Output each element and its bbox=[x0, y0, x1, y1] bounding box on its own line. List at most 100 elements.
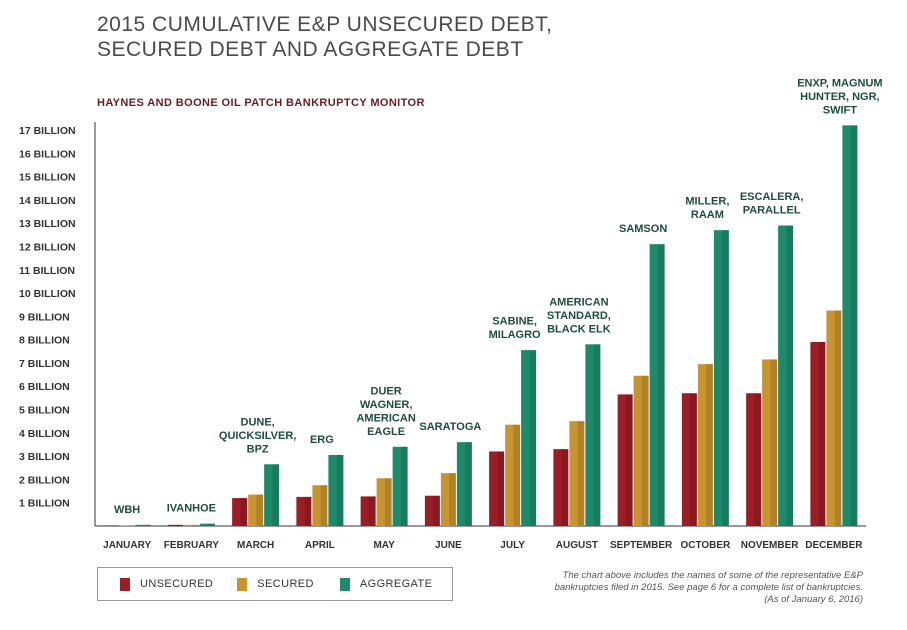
bar-secured bbox=[183, 524, 199, 526]
x-tick-label: NOVEMBER bbox=[741, 540, 800, 551]
chart-subtitle: HAYNES AND BOONE OIL PATCH BANKRUPTCY MO… bbox=[97, 97, 425, 109]
y-tick-label: 9 BILLION bbox=[19, 311, 70, 323]
bar-shade-unsecured bbox=[176, 524, 183, 526]
annotation-label: SWIFT bbox=[823, 104, 857, 116]
legend-item-unsecured: UNSECURED bbox=[120, 577, 214, 591]
annotation-label: BPZ bbox=[247, 443, 269, 455]
y-tick-label: 8 BILLION bbox=[19, 335, 70, 347]
bar-shade-aggregate bbox=[465, 442, 472, 526]
bar-aggregate bbox=[842, 125, 858, 526]
annotation-label: EAGLE bbox=[367, 426, 405, 438]
annotation-label: SARATOGA bbox=[419, 421, 481, 433]
footnote-line-1: The chart above includes the names of so… bbox=[562, 570, 863, 581]
footnote-line-2: bankruptcies filed in 2015. See page 6 f… bbox=[554, 582, 863, 593]
bar-shade-secured bbox=[127, 525, 135, 526]
y-tick-label: 3 BILLION bbox=[19, 451, 70, 463]
bar-unsecured bbox=[167, 524, 183, 526]
legend-label-unsecured: UNSECURED bbox=[140, 578, 214, 590]
annotation-label: WAGNER, bbox=[360, 399, 413, 411]
annotation-label: WBH bbox=[114, 504, 140, 516]
bar-shade-aggregate bbox=[657, 244, 665, 526]
bar-shade-secured bbox=[577, 421, 585, 526]
bar-shade-aggregate bbox=[850, 125, 858, 526]
y-tick-label: 11 BILLION bbox=[19, 265, 75, 277]
bar-aggregate bbox=[135, 524, 151, 526]
bar-aggregate bbox=[199, 523, 215, 526]
bar-aggregate bbox=[649, 244, 665, 526]
legend-swatch-secured bbox=[237, 577, 248, 591]
bar-shade-secured bbox=[256, 494, 264, 526]
chart-title-line-1: 2015 CUMULATIVE E&P UNSECURED DEBT, bbox=[97, 13, 553, 36]
bar-unsecured bbox=[232, 498, 248, 526]
footnote: The chart above includes the names of so… bbox=[503, 570, 863, 606]
bar-shade-secured bbox=[706, 364, 713, 526]
bar-secured bbox=[119, 525, 135, 526]
bar-secured bbox=[633, 375, 649, 526]
y-tick-label: 4 BILLION bbox=[19, 428, 70, 440]
bar-unsecured bbox=[296, 496, 312, 526]
bar-shade-secured bbox=[770, 359, 778, 526]
bar-aggregate bbox=[521, 350, 537, 526]
bar-shade-unsecured bbox=[754, 393, 762, 526]
y-tick-label: 1 BILLION bbox=[19, 498, 70, 510]
y-tick-label: 15 BILLION bbox=[19, 172, 76, 184]
bar-shade-unsecured bbox=[304, 496, 312, 526]
annotation-label: MILAGRO bbox=[489, 329, 541, 341]
annotation-label: ERG bbox=[310, 434, 334, 446]
bar-unsecured bbox=[553, 449, 569, 526]
y-tick-label: 12 BILLION bbox=[19, 241, 76, 253]
y-tick-label: 6 BILLION bbox=[19, 381, 70, 393]
bar-secured bbox=[697, 364, 713, 526]
bar-secured bbox=[762, 359, 778, 526]
y-tick-label: 17 BILLION bbox=[19, 125, 76, 137]
bar-aggregate bbox=[328, 454, 344, 526]
bar-shade-secured bbox=[834, 310, 842, 526]
bar-unsecured bbox=[617, 394, 633, 526]
annotation-label: MILLER, bbox=[685, 196, 729, 208]
annotation-label: ENXP, MAGNUM bbox=[797, 77, 882, 89]
bar-shade-unsecured bbox=[497, 451, 505, 526]
bar-secured bbox=[376, 478, 392, 526]
legend: UNSECURED SECURED AGGREGATE bbox=[97, 567, 453, 601]
bar-aggregate bbox=[392, 446, 408, 526]
bar-unsecured bbox=[681, 393, 697, 526]
bar-shade-secured bbox=[641, 375, 649, 526]
bar-shade-aggregate bbox=[529, 350, 537, 526]
annotation-label: DUER bbox=[371, 385, 402, 397]
bar-shade-unsecured bbox=[433, 495, 440, 526]
bar-shade-aggregate bbox=[786, 225, 794, 526]
bar-unsecured bbox=[360, 496, 376, 526]
bar-shade-aggregate bbox=[143, 524, 151, 526]
bar-secured bbox=[248, 494, 264, 526]
x-tick-label: JUNE bbox=[435, 540, 462, 551]
y-tick-label: 13 BILLION bbox=[19, 218, 76, 230]
bar-secured bbox=[505, 424, 521, 526]
x-tick-label: FEBRUARY bbox=[164, 540, 220, 551]
bar-shade-unsecured bbox=[240, 498, 248, 526]
x-tick-label: MARCH bbox=[237, 540, 274, 551]
annotation-label: BLACK ELK bbox=[547, 323, 611, 335]
bar-shade-aggregate bbox=[722, 230, 729, 526]
bar-aggregate bbox=[713, 230, 729, 526]
bar-shade-unsecured bbox=[625, 394, 633, 526]
annotation-label: HUNTER, NGR, bbox=[800, 91, 879, 103]
legend-item-secured: SECURED bbox=[237, 577, 314, 591]
legend-swatch-aggregate bbox=[339, 577, 350, 591]
legend-label-secured: SECURED bbox=[257, 578, 314, 590]
legend-label-aggregate: AGGREGATE bbox=[359, 578, 433, 590]
annotation-label: AMERICAN bbox=[356, 412, 415, 424]
bar-unsecured bbox=[103, 525, 119, 526]
bar-shade-secured bbox=[384, 478, 392, 526]
bar-shade-unsecured bbox=[368, 496, 376, 526]
bar-shade-aggregate bbox=[208, 523, 215, 526]
bar-unsecured bbox=[424, 495, 440, 526]
bar-shade-secured bbox=[192, 524, 199, 526]
annotation-label: PARALLEL bbox=[743, 205, 801, 217]
annotation-label: IVANHOE bbox=[167, 503, 216, 515]
footnote-line-3: (As of January 6, 2016) bbox=[764, 594, 863, 605]
y-tick-label: 7 BILLION bbox=[19, 358, 70, 370]
bar-aggregate bbox=[456, 442, 472, 526]
bar-shade-aggregate bbox=[400, 446, 408, 526]
chart-title: 2015 CUMULATIVE E&P UNSECURED DEBT, SECU… bbox=[97, 12, 553, 62]
